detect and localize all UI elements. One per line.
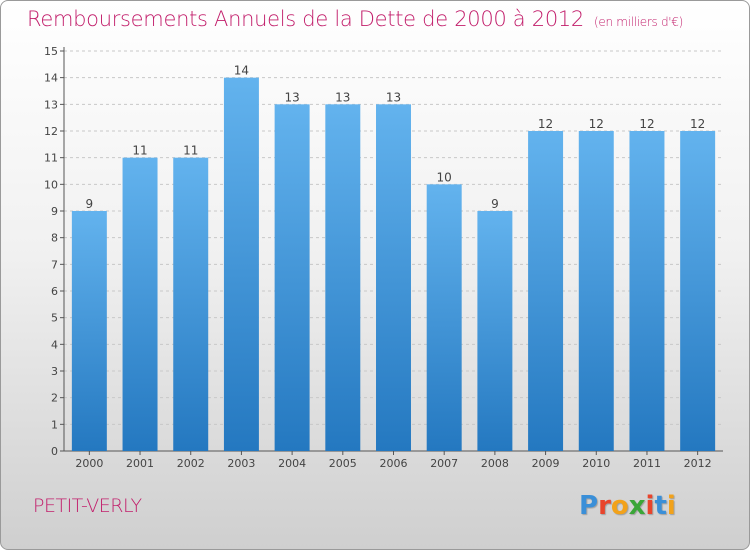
bar-value-label: 13 — [386, 90, 401, 104]
bar-2005 — [325, 104, 361, 451]
chart-title: Remboursements Annuels de la Dette de 20… — [27, 7, 683, 31]
y-tick-label: 3 — [51, 365, 58, 378]
bar-2001 — [122, 157, 158, 451]
logo-letter: o — [610, 491, 629, 521]
commune-name: PETIT-VERLY — [33, 495, 142, 517]
logo-letter: i — [666, 491, 676, 521]
bar-value-label: 14 — [234, 64, 249, 78]
labels: 0123456789101112131415920001120011120021… — [44, 45, 712, 470]
x-tick-label: 2010 — [582, 457, 610, 470]
x-tick-label: 2005 — [329, 457, 357, 470]
bar-value-label: 13 — [335, 90, 350, 104]
bar-value-label: 12 — [589, 117, 604, 131]
bar-value-label: 9 — [491, 197, 499, 211]
logo-letter: P — [579, 491, 599, 521]
y-tick-label: 6 — [51, 285, 58, 298]
bar-value-label: 11 — [183, 144, 198, 158]
y-tick-label: 7 — [51, 258, 58, 271]
x-tick-label: 2012 — [684, 457, 712, 470]
bar-2008 — [477, 211, 513, 451]
y-tick-label: 8 — [51, 232, 58, 245]
bar-2004 — [274, 104, 310, 451]
bar-value-label: 9 — [86, 197, 94, 211]
chart-title-text: Remboursements Annuels de la Dette de 20… — [27, 7, 584, 31]
bar-2012 — [680, 131, 716, 451]
logo-letter: t — [654, 491, 667, 521]
bar-2003 — [223, 77, 259, 452]
bars — [71, 77, 716, 452]
bar-2000 — [71, 211, 107, 451]
bar-2002 — [173, 157, 209, 451]
bar-2007 — [426, 184, 462, 452]
x-tick-label: 2000 — [75, 457, 103, 470]
bar-2009 — [528, 131, 564, 451]
y-tick-label: 2 — [51, 392, 58, 405]
y-tick-label: 13 — [44, 98, 58, 111]
y-tick-label: 15 — [44, 45, 58, 58]
bar-value-label: 12 — [690, 117, 705, 131]
bar-value-label: 10 — [437, 170, 452, 184]
logo-letter: i — [645, 491, 655, 521]
y-tick-label: 12 — [44, 125, 58, 138]
bar-2011 — [629, 131, 665, 451]
x-tick-label: 2003 — [227, 457, 255, 470]
x-tick-label: 2002 — [177, 457, 205, 470]
x-tick-label: 2008 — [481, 457, 509, 470]
logo-letter: r — [598, 491, 611, 521]
y-tick-label: 14 — [44, 72, 58, 85]
y-tick-label: 10 — [44, 178, 58, 191]
y-tick-label: 0 — [51, 445, 58, 458]
x-tick-label: 2009 — [532, 457, 560, 470]
chart-unit: (en milliers d'€) — [594, 15, 684, 29]
y-tick-label: 9 — [51, 205, 58, 218]
y-tick-label: 5 — [51, 312, 58, 325]
proxiti-logo: Proxiti — [579, 491, 676, 521]
x-tick-label: 2006 — [380, 457, 408, 470]
bar-value-label: 11 — [132, 144, 147, 158]
bar-2006 — [376, 104, 411, 451]
bar-value-label: 12 — [639, 117, 654, 131]
logo-letter: x — [628, 491, 646, 521]
x-tick-label: 2001 — [126, 457, 154, 470]
x-tick-label: 2007 — [430, 457, 458, 470]
bar-value-label: 12 — [538, 117, 553, 131]
x-tick-label: 2011 — [633, 457, 661, 470]
y-tick-label: 1 — [51, 418, 58, 431]
y-tick-label: 11 — [44, 152, 58, 165]
bar-2010 — [578, 131, 614, 451]
y-tick-label: 4 — [51, 338, 58, 351]
x-tick-label: 2004 — [278, 457, 306, 470]
bar-value-label: 13 — [284, 90, 299, 104]
